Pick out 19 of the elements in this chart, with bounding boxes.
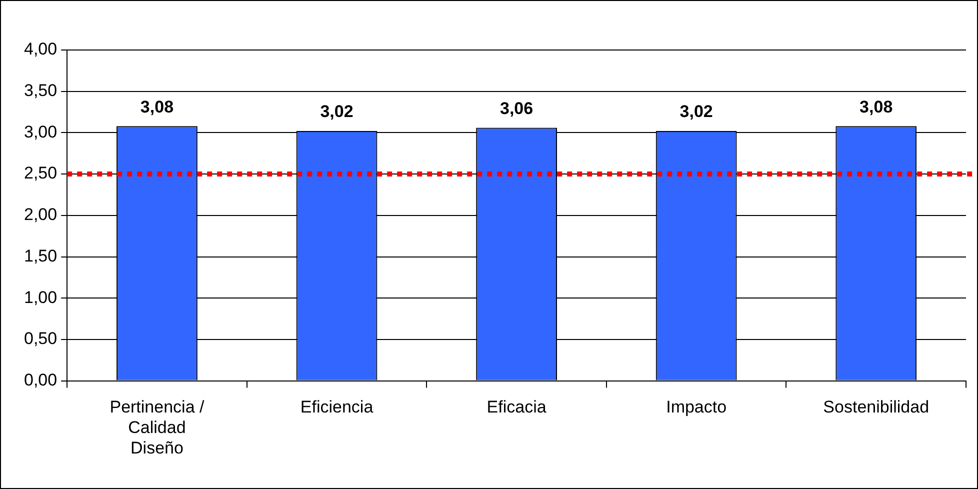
y-tick-label: 3,00	[24, 122, 58, 142]
x-tick-label: Eficacia	[486, 398, 547, 417]
data-label: 3,02	[680, 102, 713, 122]
x-tick-label: Sostenibilidad	[823, 398, 930, 417]
y-tick-label: 3,50	[24, 81, 58, 100]
y-tick-label: 4,00	[24, 40, 58, 59]
y-tick-label: 2,50	[24, 164, 58, 183]
x-tick-label: Impacto	[666, 398, 727, 417]
data-label: 3,08	[140, 97, 174, 116]
data-label: 3,06	[500, 98, 534, 118]
x-tick-label: Eficiencia	[300, 398, 374, 417]
y-tick-label: 0,00	[24, 370, 58, 390]
y-tick-label: 2,00	[24, 205, 58, 224]
y-tick-label: 0,50	[24, 329, 58, 348]
y-tick-label: 1,50	[24, 246, 58, 266]
y-tick-label: 1,00	[24, 288, 58, 307]
x-tick-label: Pertinencia / Calidad Diseño	[110, 398, 204, 458]
data-label: 3,02	[320, 102, 354, 122]
data-label: 3,08	[860, 97, 893, 116]
